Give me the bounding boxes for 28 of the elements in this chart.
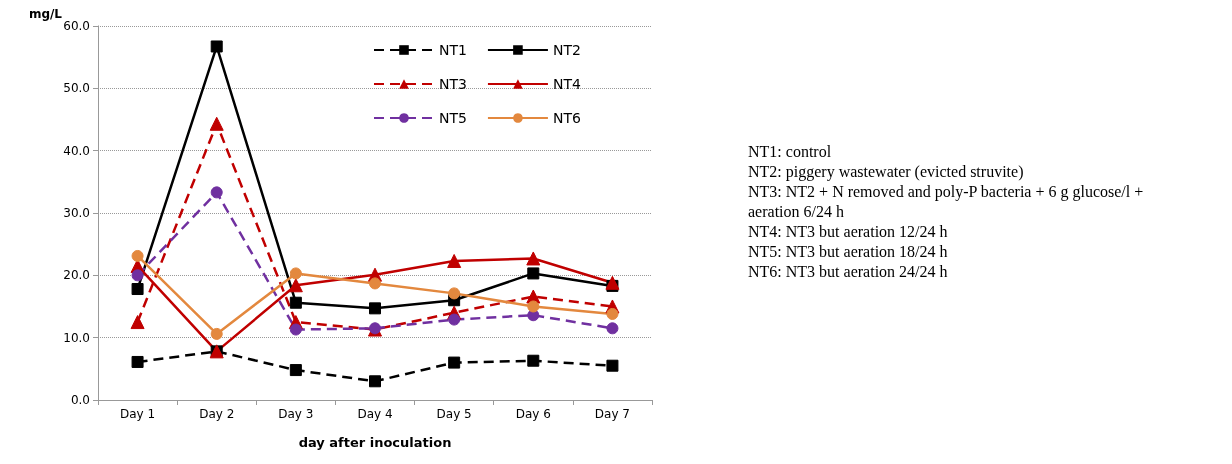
legend-label: NT2 [552, 42, 581, 58]
y-tick-label: 20.0 [63, 268, 90, 283]
x-tick-label: Day 2 [199, 407, 235, 421]
legend-label: NT3 [439, 76, 467, 92]
y-tick-label: 30.0 [63, 205, 90, 220]
x-tick-label: Day 1 [119, 407, 156, 421]
y-tick-label: 60.0 [63, 18, 90, 33]
legend-label: NT1 [439, 42, 467, 58]
x-tick-label: Day 5 [436, 407, 472, 421]
x-tick-label: Day 6 [515, 407, 551, 421]
y-tick-label: 0.0 [70, 393, 90, 407]
y-axis-title: mg/L [28, 7, 63, 21]
text: NT3: NT2 + N removed and poly-P bacteria + 6 g glucose/l + aeration 6/24 h [748, 182, 1144, 220]
text: NT2: piggery wastewater (evicted struvite) [748, 162, 1024, 181]
text: NT6: NT3 but aeration 24/24 h [748, 262, 948, 280]
y-tick-label: 50.0 [63, 81, 90, 96]
x-tick-label: Day 3 [278, 407, 314, 421]
text: NT5: NT3 but aeration 18/24 h [748, 242, 948, 260]
text: NT1: control [748, 142, 832, 160]
x-tick-label: Day 4 [357, 407, 393, 421]
y-tick-label: 40.0 [63, 143, 90, 158]
legend-label: NT6 [552, 110, 581, 126]
text: NT4: NT3 but aeration 12/24 h [748, 222, 948, 240]
x-axis-title: day after inoculation [298, 435, 452, 450]
legend-label: NT4 [552, 76, 581, 92]
legend-label: NT5 [439, 110, 467, 126]
x-tick-label: Day 7 [594, 407, 631, 421]
y-tick-label: 10.0 [63, 330, 90, 345]
